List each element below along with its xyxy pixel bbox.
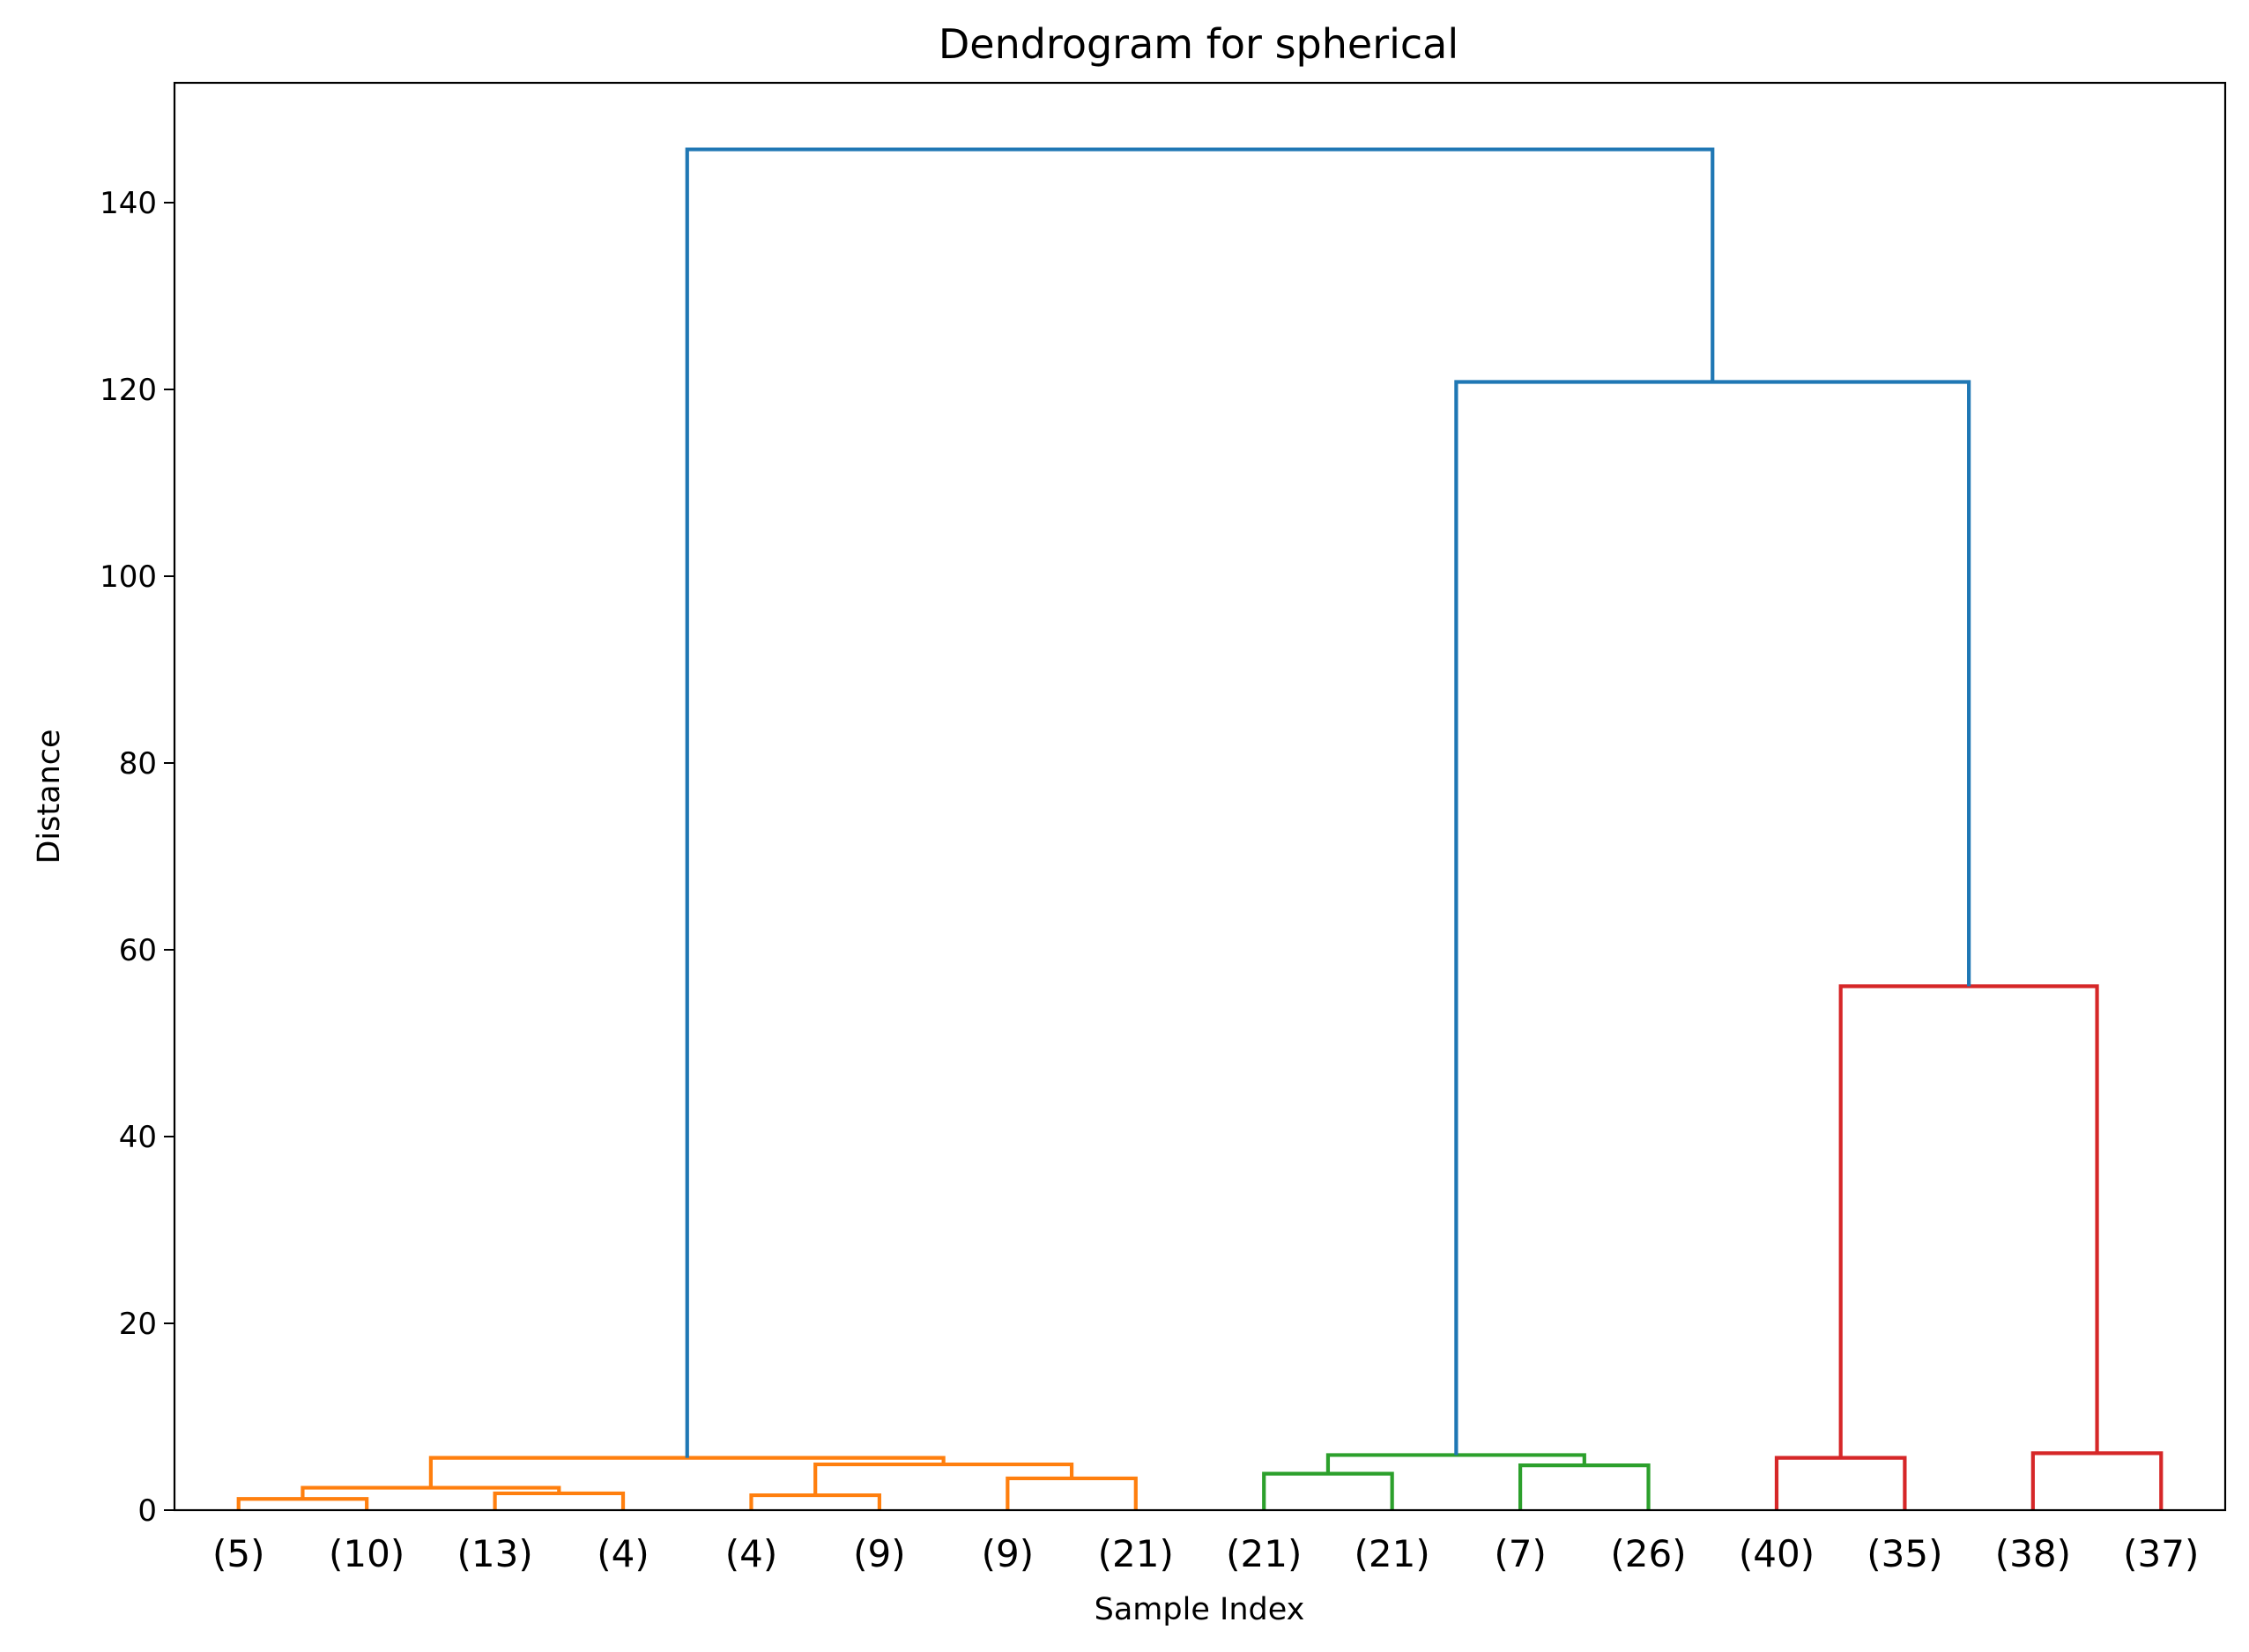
leaf-label: (37) [2123,1532,2199,1575]
dendrogram-link [685,147,1715,1458]
x-axis-label: Sample Index [1095,1592,1305,1627]
leaf-label: (4) [725,1532,778,1575]
leaf-label: (21) [1355,1532,1430,1575]
leaf-label: (40) [1739,1532,1815,1575]
y-axis: 0 20 40 60 80 100 120 140 [100,186,174,1529]
y-tick-label: 140 [100,186,157,221]
leaf-label: (21) [1226,1532,1302,1575]
leaf-label: (10) [329,1532,405,1575]
leaf-label: (35) [1867,1532,1942,1575]
y-axis-label: Distance [32,729,67,863]
y-tick-label: 80 [119,746,157,782]
links-layer [236,147,2164,1510]
plot-frame [173,81,2227,1512]
leaf-label: (4) [597,1532,649,1575]
leaf-label: (21) [1098,1532,1174,1575]
chart-title: Dendrogram for spherical [939,20,1459,68]
leaf-label: (9) [982,1532,1035,1575]
leaf-label: (38) [1995,1532,2071,1575]
x-axis: (5) (10) (13) (4) (4) (9) (9) (21) (21) (21) (7) (2… [212,1532,2199,1575]
y-tick-label: 40 [119,1120,157,1155]
y-tick-label: 0 [137,1493,157,1529]
y-tick-label: 120 [100,373,157,408]
y-tick-label: 60 [119,933,157,968]
leaf-label: (7) [1494,1532,1547,1575]
leaf-label: (13) [456,1532,532,1575]
leaf-label: (9) [853,1532,906,1575]
y-tick-label: 20 [119,1307,157,1342]
leaf-label: (5) [212,1532,265,1575]
y-tick-label: 100 [100,559,157,595]
leaf-label: (26) [1610,1532,1686,1575]
